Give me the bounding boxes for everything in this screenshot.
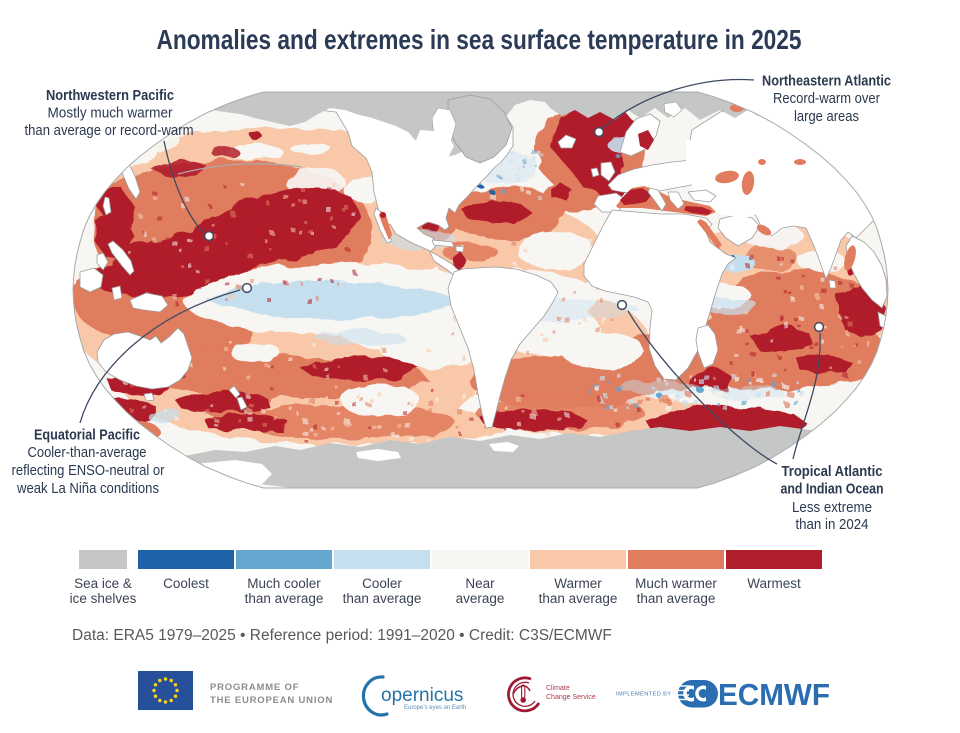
svg-text:reflecting ENSO-neutral or: reflecting ENSO-neutral or — [12, 462, 165, 479]
svg-text:Warmer: Warmer — [554, 576, 602, 591]
svg-text:Near: Near — [465, 576, 495, 591]
svg-text:Cooler: Cooler — [362, 576, 402, 591]
svg-text:ice shelves: ice shelves — [70, 591, 137, 606]
svg-text:than average: than average — [539, 591, 618, 606]
svg-text:PROGRAMME OF: PROGRAMME OF — [210, 682, 299, 693]
svg-text:average: average — [456, 591, 505, 606]
svg-text:Data: ERA5 1979–2025 • Referen: Data: ERA5 1979–2025 • Reference period:… — [72, 627, 612, 644]
svg-text:IMPLEMENTED BY: IMPLEMENTED BY — [616, 692, 671, 698]
svg-text:Much cooler: Much cooler — [247, 576, 321, 591]
svg-text:large areas: large areas — [794, 108, 859, 125]
svg-text:ECMWF: ECMWF — [718, 677, 830, 712]
svg-text:Climate: Climate — [546, 685, 570, 692]
svg-text:Northeastern Atlantic: Northeastern Atlantic — [762, 73, 891, 90]
svg-text:than average: than average — [343, 591, 422, 606]
svg-text:Less extreme: Less extreme — [792, 499, 872, 516]
svg-text:Cooler-than-average: Cooler-than-average — [28, 444, 147, 461]
svg-text:THE EUROPEAN UNION: THE EUROPEAN UNION — [210, 695, 333, 706]
svg-text:than average or record-warm: than average or record-warm — [25, 122, 194, 139]
svg-text:than average: than average — [637, 591, 716, 606]
svg-text:Change Service: Change Service — [546, 694, 596, 701]
svg-text:Anomalies and extremes in sea: Anomalies and extremes in sea surface te… — [157, 24, 802, 55]
svg-text:Northwestern Pacific: Northwestern Pacific — [46, 87, 174, 104]
svg-text:Tropical Atlantic: Tropical Atlantic — [782, 463, 883, 480]
svg-text:and Indian Ocean: and Indian Ocean — [781, 481, 884, 498]
svg-text:Warmest: Warmest — [747, 576, 801, 591]
svg-text:Much warmer: Much warmer — [635, 576, 717, 591]
svg-text:than average: than average — [245, 591, 324, 606]
svg-text:Equatorial Pacific: Equatorial Pacific — [34, 427, 140, 444]
svg-text:Sea ice &: Sea ice & — [74, 576, 132, 591]
svg-text:Record-warm over: Record-warm over — [773, 90, 880, 107]
svg-text:Europe’s eyes on Earth: Europe’s eyes on Earth — [404, 705, 466, 711]
svg-text:weak La Niña conditions: weak La Niña conditions — [16, 480, 159, 497]
svg-text:Mostly much warmer: Mostly much warmer — [48, 105, 173, 122]
svg-text:than in 2024: than in 2024 — [796, 516, 869, 533]
svg-text:Coolest: Coolest — [163, 576, 209, 591]
svg-text:opernicus: opernicus — [381, 685, 463, 706]
